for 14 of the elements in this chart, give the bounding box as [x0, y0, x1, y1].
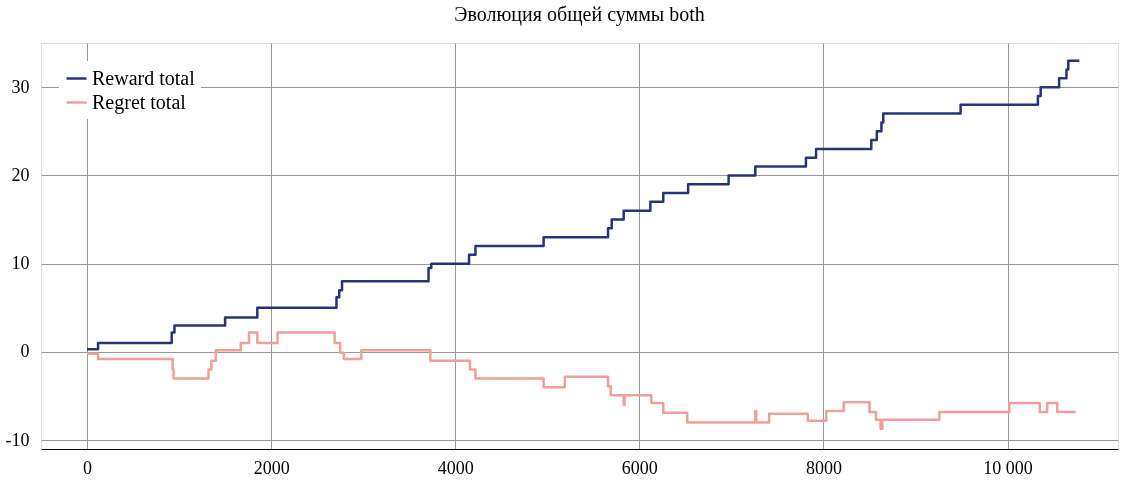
chart-title: Эволюция общей суммы both [454, 3, 705, 26]
x-tick-label: 4000 [437, 457, 474, 478]
x-tick-label: 2000 [253, 457, 290, 478]
y-tick-label: 20 [11, 164, 30, 185]
x-tick-label: 8000 [805, 457, 842, 478]
x-tick-label: 6000 [621, 457, 658, 478]
x-tick-label: 0 [83, 457, 93, 478]
legend-label: Reward total [92, 66, 196, 89]
y-tick-label: 10 [11, 253, 30, 274]
legend-label: Regret total [92, 90, 187, 114]
y-tick-label: 30 [11, 76, 30, 97]
y-tick-label: 0 [20, 341, 30, 362]
y-tick-label: -10 [5, 429, 30, 450]
x-tick-label: 10 000 [983, 457, 1033, 478]
